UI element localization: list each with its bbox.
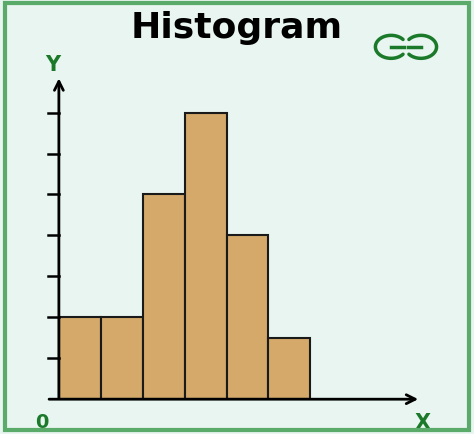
Bar [268,338,310,399]
Title: Histogram: Histogram [131,11,343,45]
Bar [101,318,143,399]
Text: 0: 0 [36,412,49,431]
Bar [227,236,268,399]
Bar [143,195,184,399]
Text: Y: Y [45,55,60,75]
Bar [184,113,227,399]
Bar [59,318,101,399]
Text: X: X [415,412,431,432]
